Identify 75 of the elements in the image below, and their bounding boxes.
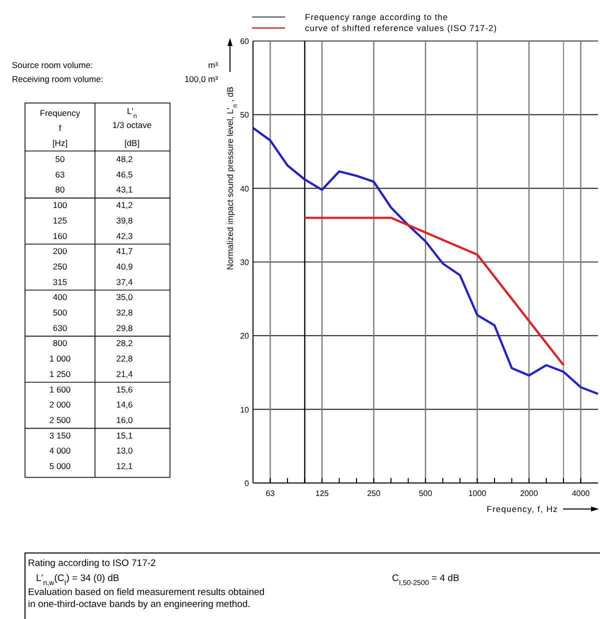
- y-tick-label: 30: [240, 258, 250, 267]
- text: m³: [208, 60, 218, 70]
- text: Receiving room volume:: [12, 74, 104, 84]
- x-tick-label: 125: [315, 489, 330, 498]
- line-series: [252, 126, 600, 395]
- text: 100,0 m³: [184, 74, 218, 84]
- text: 400: [52, 292, 68, 302]
- text: 250: [52, 261, 68, 272]
- text: 630: [52, 322, 68, 333]
- text: 2 500: [49, 414, 71, 425]
- x-tick-label: 63: [266, 489, 276, 498]
- text: 800: [52, 338, 68, 348]
- text: [dB]: [124, 138, 140, 148]
- text: 22,8: [116, 354, 134, 364]
- text: Evaluation based on field measurement results obtained: [28, 587, 265, 598]
- text: 125: [52, 215, 68, 226]
- text: 35,0: [116, 292, 134, 302]
- y-tick-label: 20: [240, 332, 250, 341]
- text: 48,2: [116, 154, 134, 164]
- text: Rating according to ISO 717-2: [28, 558, 156, 569]
- x-tick-label: 1000: [468, 489, 487, 498]
- text: 14,6: [116, 400, 134, 410]
- x-tick-label: 250: [367, 489, 381, 498]
- text: 315: [52, 276, 68, 287]
- text: 21,4: [116, 368, 134, 379]
- text: 29,8: [116, 322, 134, 333]
- text: 160: [52, 230, 68, 241]
- text: 40,9: [116, 261, 134, 272]
- text: 50: [55, 154, 65, 164]
- text: 200: [52, 246, 68, 256]
- text: 4 000: [49, 446, 71, 456]
- text: L'$_{n}$: [127, 106, 138, 120]
- y-tick-label: 50: [240, 110, 250, 120]
- text: [Hz]: [52, 138, 68, 148]
- text: 28,2: [116, 338, 134, 348]
- text: 2 000: [49, 400, 71, 410]
- text: 1 250: [49, 368, 71, 379]
- text: Frequency: [40, 108, 81, 118]
- line-series: [304, 216, 565, 366]
- y-tick-label: 0: [244, 479, 250, 488]
- text: L'$_{n,w}$(C$_{I}$) = 34 (0) dB: [36, 573, 120, 587]
- text: 80: [55, 184, 65, 195]
- text: 1/3 octave: [112, 120, 152, 130]
- text: 1 600: [49, 384, 71, 394]
- y-tick-label: 40: [240, 184, 250, 194]
- text: 15,6: [116, 384, 134, 394]
- text: 1 000: [49, 354, 71, 364]
- text: 100: [52, 200, 68, 210]
- text: f: [58, 123, 62, 133]
- source-note: Source room volume:: [12, 60, 93, 70]
- text: 15,1: [116, 430, 134, 440]
- text: in one-third-octave bands by an engineering method.: [28, 599, 250, 610]
- text: C$_{I,50-2500}$ = 4 dB: [392, 573, 460, 587]
- x-axis-title: Frequency, f, Hz: [486, 504, 558, 514]
- text: 37,4: [116, 276, 134, 287]
- text: 43,1: [116, 184, 134, 195]
- x-tick-label: 500: [418, 489, 433, 498]
- text: 41,7: [116, 246, 134, 256]
- x-tick-label: 4000: [572, 489, 590, 498]
- y-tick-label: 60: [240, 37, 250, 46]
- text: 12,1: [116, 461, 134, 471]
- text: 41,2: [116, 200, 134, 210]
- text: 500: [52, 308, 68, 318]
- text: Frequency range according to the curve of shifted reference values (ISO 717-2): [305, 12, 498, 33]
- text: 16,0: [116, 414, 134, 425]
- text: 3 150: [49, 430, 71, 440]
- text: 42,3: [116, 230, 134, 241]
- text: 46,5: [116, 169, 134, 180]
- text: 39,8: [116, 215, 134, 226]
- x-tick-label: 2000: [520, 489, 538, 498]
- text: 63: [55, 169, 65, 180]
- text: 13,0: [116, 446, 134, 456]
- y-tick-label: 10: [240, 405, 250, 414]
- text: 5 000: [49, 461, 71, 471]
- text: 32,8: [116, 308, 134, 318]
